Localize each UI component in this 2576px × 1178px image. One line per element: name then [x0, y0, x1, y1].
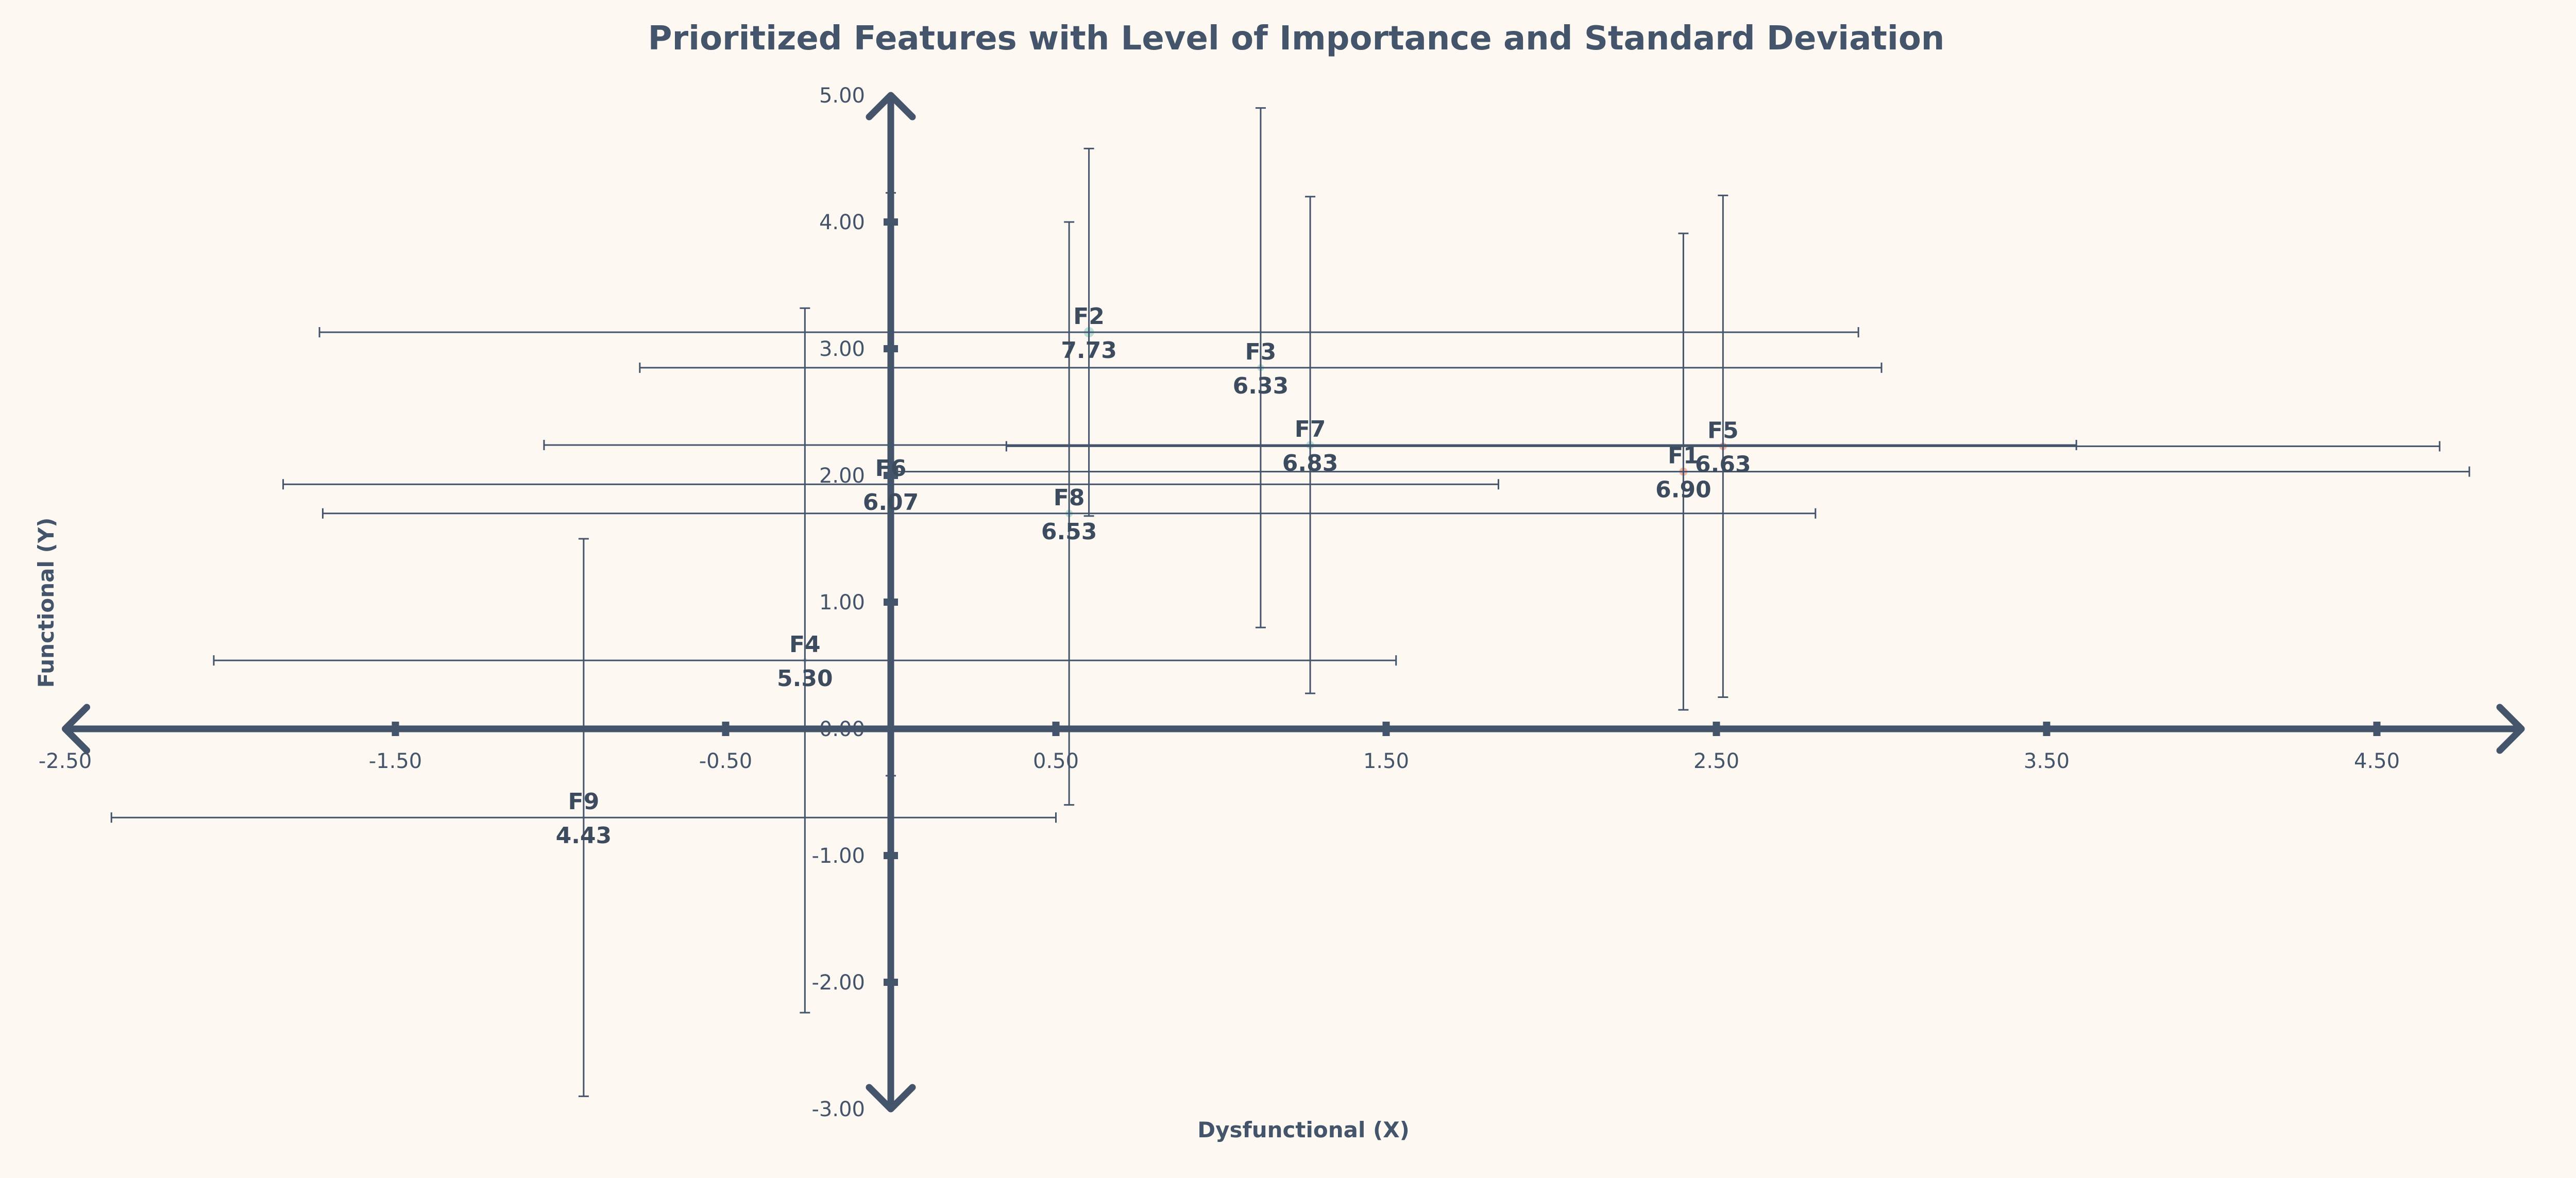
bubble-value-f3: 6.33 [1233, 373, 1289, 399]
chart-title: Prioritized Features with Level of Impor… [648, 20, 1945, 58]
bubble-value-f4: 5.30 [777, 665, 833, 692]
bubble-name-f2: F2 [1073, 303, 1105, 330]
bubble-value-f8: 6.53 [1041, 519, 1097, 545]
bubble-name-f5: F5 [1707, 417, 1739, 443]
y-axis-title: Functional (Y) [33, 518, 59, 688]
bubble-value-f7: 6.83 [1282, 450, 1338, 476]
y-axis-arrow-top [866, 92, 916, 121]
bubble-label-layer: F1 6.90 F2 7.73 F3 6.33 F4 5.30 F5 6.63 F6 6.07 F7 6.… [556, 303, 1751, 849]
x-axis-title: Dysfunctional (X) [1197, 1117, 1410, 1142]
bubble-name-f1: F1 [1668, 443, 1699, 469]
bubble-value-f9: 4.43 [556, 823, 612, 849]
x-axis-arrow-left [62, 704, 90, 754]
y-tick-label: 4.00 [819, 211, 865, 234]
bubble-name-f4: F4 [789, 631, 821, 658]
bubble-layer [582, 327, 1727, 820]
y-axis-arrow-bottom [866, 1084, 916, 1113]
x-tick-label: -0.50 [699, 749, 753, 773]
bubble-value-f5: 6.63 [1695, 451, 1751, 477]
bubble-name-f8: F8 [1054, 485, 1085, 511]
y-tick-label: 1.00 [819, 591, 865, 614]
y-tick-label: -3.00 [812, 1098, 866, 1121]
x-tick-label: -1.50 [369, 749, 422, 773]
bubble-value-f2: 7.73 [1061, 337, 1117, 364]
y-tick-label: -1.00 [812, 844, 866, 868]
bubble-value-f6: 6.07 [863, 489, 919, 516]
y-tick-label: 0.00 [819, 718, 865, 741]
bubble-name-f7: F7 [1295, 416, 1326, 442]
bubble-name-f3: F3 [1245, 339, 1277, 365]
y-tick-label: 3.00 [819, 337, 865, 361]
x-tick-label: 1.50 [1363, 749, 1409, 773]
x-tick-label: 4.50 [2354, 749, 2400, 773]
bubble-name-f9: F9 [568, 789, 600, 815]
y-tick-label: 2.00 [819, 464, 865, 488]
bubble-value-f1: 6.90 [1655, 477, 1711, 503]
y-tick-label: -2.00 [812, 971, 866, 995]
axes-layer: -2.50 -1.50 -0.50 0.50 1.50 2.50 3.50 4.50 -3.00… [39, 84, 2525, 1121]
error-bar-layer [110, 107, 2470, 1097]
x-axis-arrow-right [2496, 704, 2525, 754]
x-tick-label: 3.50 [2024, 749, 2070, 773]
x-tick-label: 0.50 [1033, 749, 1079, 773]
x-tick-label: -2.50 [39, 749, 92, 773]
bubble-name-f6: F6 [875, 455, 907, 482]
x-tick-label: 2.50 [1693, 749, 1739, 773]
y-tick-label: 5.00 [819, 84, 865, 108]
